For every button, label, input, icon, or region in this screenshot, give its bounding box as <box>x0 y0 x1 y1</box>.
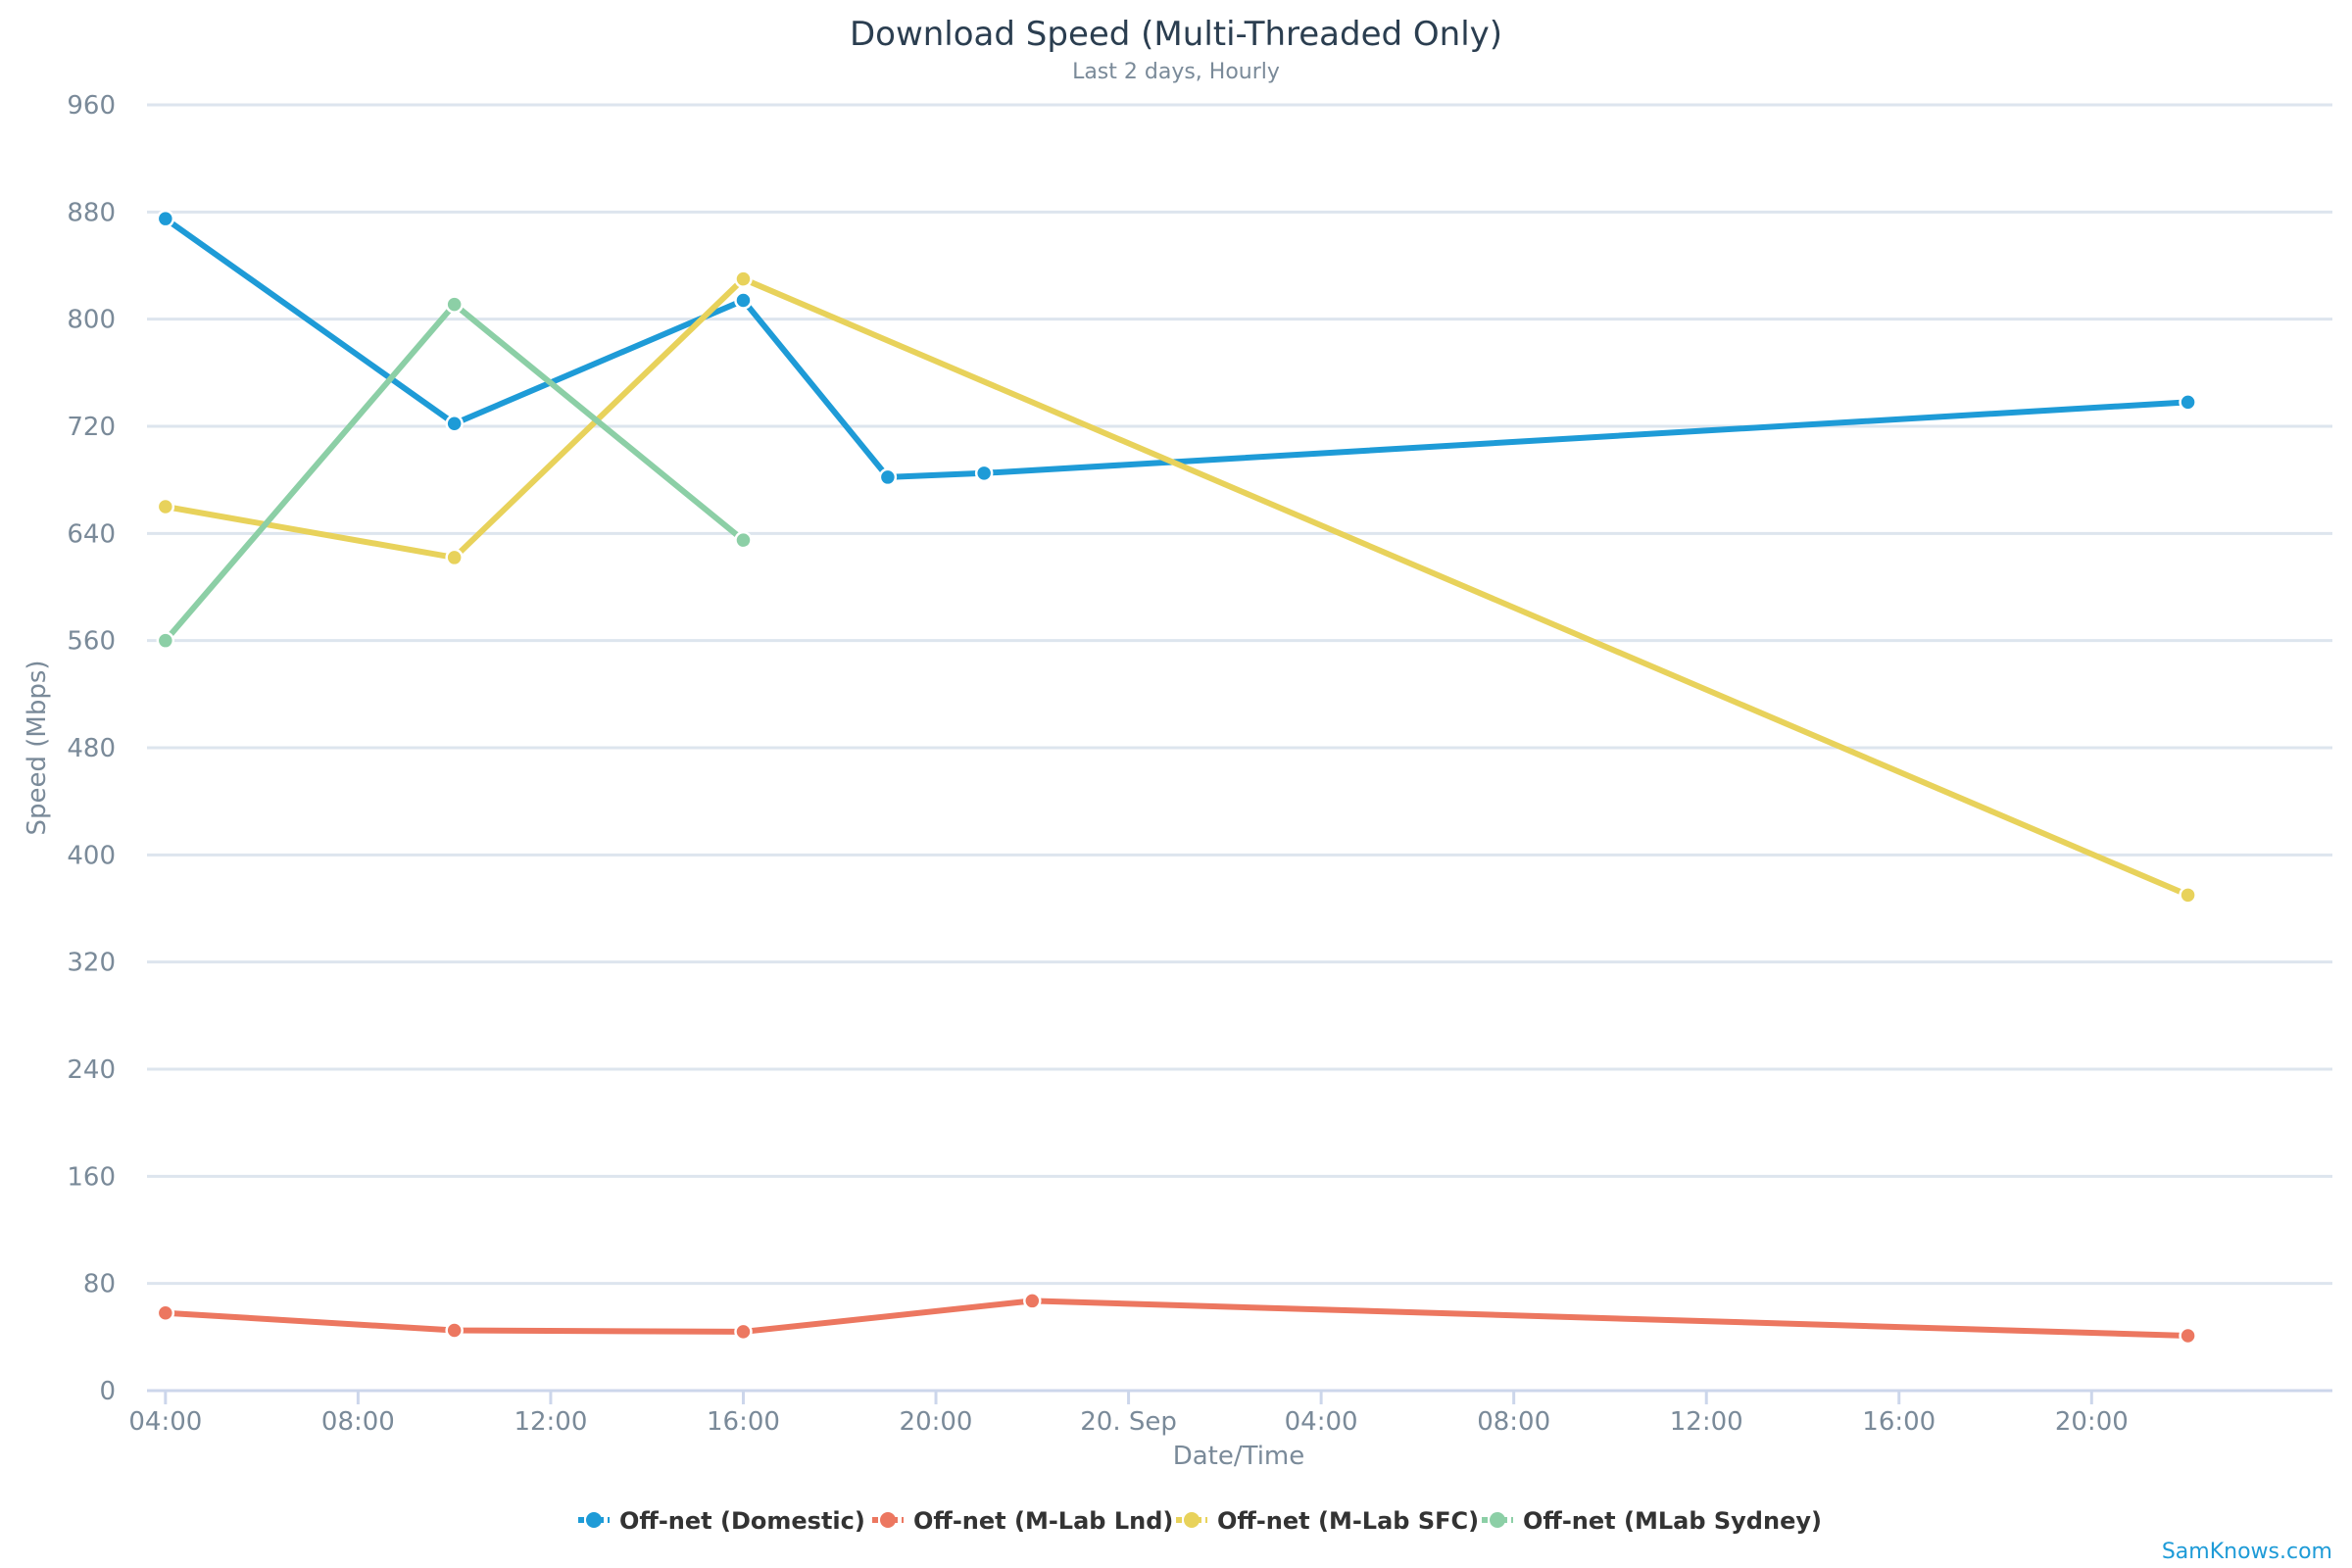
legend-item[interactable]: Off-net (M-Lab SFC) <box>1176 1507 1479 1535</box>
data-point[interactable] <box>1023 1292 1042 1310</box>
x-tick-label: 16:00 <box>707 1407 780 1437</box>
y-tick-label: 720 <box>67 413 116 442</box>
y-tick-label: 0 <box>99 1377 116 1406</box>
legend-symbol-marker <box>1184 1512 1200 1528</box>
series-3 <box>156 295 753 650</box>
x-tick-label: 20. Sep <box>1080 1407 1177 1437</box>
series-line <box>162 216 2191 480</box>
y-axis-tick-labels: 0 80 160 240 320 400 480 560 640 720 800 880 960 <box>67 91 116 1406</box>
series-line <box>162 275 2191 899</box>
data-point[interactable] <box>445 548 464 567</box>
legend-item[interactable]: Off-net (MLab Sydney) <box>1482 1507 1822 1535</box>
x-tick-label: 12:00 <box>1670 1407 1743 1437</box>
data-point[interactable] <box>445 1321 464 1340</box>
y-tick-label: 320 <box>67 949 116 978</box>
data-point[interactable] <box>445 295 464 314</box>
series-line <box>162 301 747 644</box>
x-tick-label: 04:00 <box>128 1407 202 1437</box>
data-point[interactable] <box>734 270 753 288</box>
series-2 <box>156 270 2197 905</box>
legend-label: Off-net (MLab Sydney) <box>1523 1507 1822 1535</box>
data-point[interactable] <box>2179 886 2197 905</box>
credit-link[interactable]: SamKnows.com <box>2162 1540 2332 1564</box>
x-tick-label: 20:00 <box>2055 1407 2129 1437</box>
x-tick-label: 12:00 <box>514 1407 587 1437</box>
series-1 <box>156 1292 2197 1346</box>
data-point[interactable] <box>734 291 753 310</box>
data-point[interactable] <box>734 1322 753 1342</box>
data-point[interactable] <box>2179 393 2197 412</box>
legend-symbol-marker <box>586 1512 602 1528</box>
data-point[interactable] <box>445 415 464 433</box>
y-tick-label: 240 <box>67 1055 116 1085</box>
data-point[interactable] <box>156 1303 175 1322</box>
y-tick-label: 560 <box>67 627 116 657</box>
legend-symbol-marker <box>880 1512 896 1528</box>
y-tick-label: 480 <box>67 734 116 763</box>
data-point[interactable] <box>156 497 175 516</box>
chart-subtitle: Last 2 days, Hourly <box>1072 60 1280 84</box>
legend-symbol-marker <box>1490 1512 1505 1528</box>
data-point[interactable] <box>974 464 994 483</box>
series-layer <box>156 209 2197 1346</box>
series-0 <box>156 209 2197 487</box>
legend-label: Off-net (M-Lab SFC) <box>1217 1507 1479 1535</box>
y-tick-label: 960 <box>67 91 116 121</box>
data-point[interactable] <box>156 209 175 228</box>
y-tick-label: 640 <box>67 519 116 549</box>
y-tick-label: 400 <box>67 841 116 870</box>
legend-label: Off-net (M-Lab Lnd) <box>913 1507 1173 1535</box>
data-point[interactable] <box>156 631 175 650</box>
y-axis-title: Speed (Mbps) <box>23 660 52 835</box>
x-tick-label: 04:00 <box>1285 1407 1358 1437</box>
legend-item[interactable]: Off-net (M-Lab Lnd) <box>872 1507 1173 1535</box>
y-tick-label: 880 <box>67 198 116 227</box>
legend-item[interactable]: Off-net (Domestic) <box>578 1507 865 1535</box>
legend-label: Off-net (Domestic) <box>619 1507 865 1535</box>
x-tick-label: 20:00 <box>900 1407 973 1437</box>
data-point[interactable] <box>878 467 898 487</box>
x-axis-title: Date/Time <box>1173 1442 1305 1471</box>
x-axis: 04:00 08:00 12:00 16:00 20:00 20. Sep 04:00 08:… <box>128 1389 2332 1437</box>
legend[interactable]: Off-net (Domestic) Off-net (M-Lab Lnd) Off… <box>578 1507 1822 1535</box>
series-line <box>162 1298 2191 1339</box>
data-point[interactable] <box>734 530 753 550</box>
y-tick-label: 160 <box>67 1162 116 1192</box>
data-point[interactable] <box>2179 1326 2197 1346</box>
y-tick-label: 80 <box>83 1270 116 1299</box>
grid-layer <box>147 103 2332 1286</box>
y-tick-label: 800 <box>67 306 116 335</box>
x-tick-label: 16:00 <box>1862 1407 1936 1437</box>
x-tick-label: 08:00 <box>321 1407 395 1437</box>
x-tick-label: 08:00 <box>1477 1407 1550 1437</box>
chart-title: Download Speed (Multi-Threaded Only) <box>850 15 1502 54</box>
